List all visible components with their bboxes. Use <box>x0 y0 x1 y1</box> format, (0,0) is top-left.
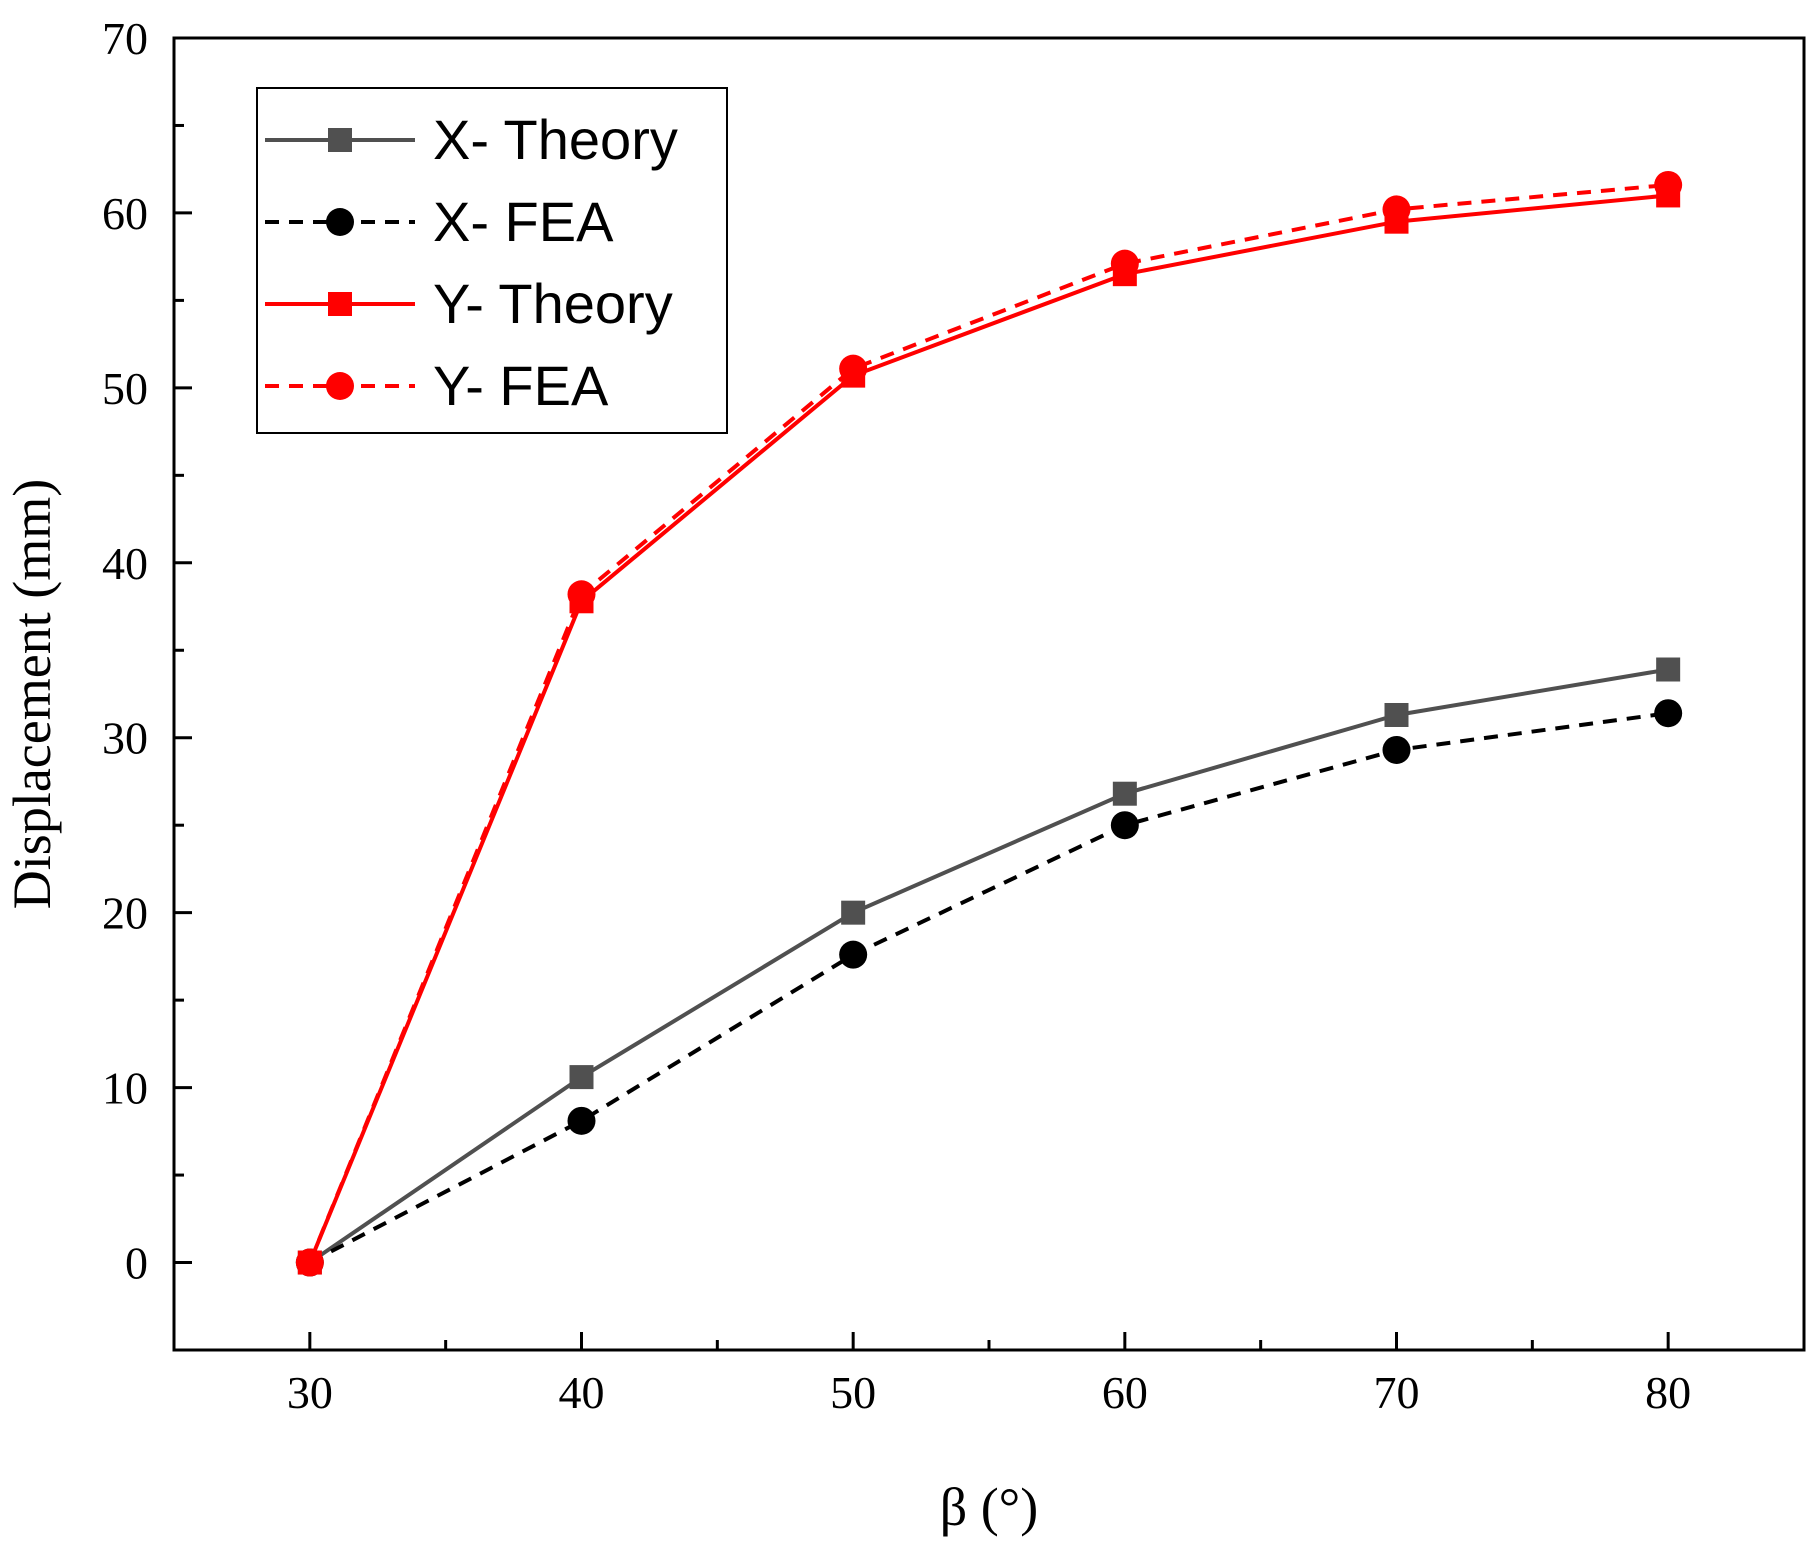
legend-label-x-fea: X- FEA <box>433 190 614 253</box>
legend-marker-x-fea <box>326 208 354 236</box>
y-tick-label-60: 60 <box>102 188 148 239</box>
data-point-y-fea-40 <box>567 580 596 609</box>
axis-ticks: 30 40 50 60 70 80 0 10 20 30 40 50 60 70 <box>102 13 1691 1418</box>
y-axis-title: Displacement (mm) <box>2 479 62 909</box>
data-point-x-fea-80 <box>1654 699 1683 728</box>
y-tick-label-30: 30 <box>102 713 148 764</box>
plot-frame <box>172 36 1806 1352</box>
legend-label-y-fea: Y- FEA <box>433 354 609 417</box>
data-point-x-theory-60 <box>1112 781 1137 806</box>
x-tick-label-40: 40 <box>559 1367 605 1418</box>
data-point-x-fea-50 <box>839 940 868 969</box>
series-line-x-theory <box>308 667 1669 1265</box>
series-layer <box>295 170 1683 1277</box>
data-point-y-fea-70 <box>1382 195 1411 224</box>
legend-marker-x-theory <box>328 128 352 152</box>
legend-label-x-theory: X- Theory <box>433 108 678 171</box>
data-point-y-fea-30 <box>295 1248 324 1277</box>
x-tick-label-30: 30 <box>287 1367 333 1418</box>
x-tick-label-60: 60 <box>1102 1367 1148 1418</box>
legend-marker-y-theory <box>328 292 352 316</box>
data-point-x-theory-80 <box>1656 657 1681 682</box>
data-point-y-fea-60 <box>1110 249 1139 278</box>
x-axis-title: β (°) <box>940 1477 1039 1537</box>
y-tick-label-50: 50 <box>102 363 148 414</box>
series-line-y-theory <box>307 193 1669 1264</box>
x-tick-label-50: 50 <box>830 1367 876 1418</box>
data-point-y-fea-50 <box>839 354 868 383</box>
legend: X- Theory X- FEA Y- Theory Y- FEA <box>256 87 728 434</box>
data-point-x-fea-60 <box>1110 811 1139 840</box>
series-line-x-fea <box>308 711 1669 1265</box>
y-tick-label-10: 10 <box>102 1063 148 1114</box>
y-tick-label-0: 0 <box>125 1238 148 1289</box>
series-line-y-fea <box>307 182 1669 1264</box>
legend-marker-y-fea <box>326 372 354 400</box>
y-tick-label-70: 70 <box>102 13 148 64</box>
series-x-fea <box>295 699 1683 1277</box>
legend-label-y-theory: Y- Theory <box>433 272 673 335</box>
x-tick-label-70: 70 <box>1374 1367 1420 1418</box>
data-point-x-theory-50 <box>841 900 866 925</box>
y-tick-label-40: 40 <box>102 538 148 589</box>
series-y-fea <box>295 170 1683 1277</box>
data-point-x-theory-70 <box>1384 702 1409 727</box>
data-point-x-fea-70 <box>1382 735 1411 764</box>
x-tick-label-80: 80 <box>1645 1367 1691 1418</box>
y-tick-label-20: 20 <box>102 888 148 939</box>
data-point-x-theory-40 <box>569 1065 594 1090</box>
data-point-x-fea-40 <box>567 1106 596 1135</box>
data-point-y-fea-80 <box>1654 170 1683 199</box>
